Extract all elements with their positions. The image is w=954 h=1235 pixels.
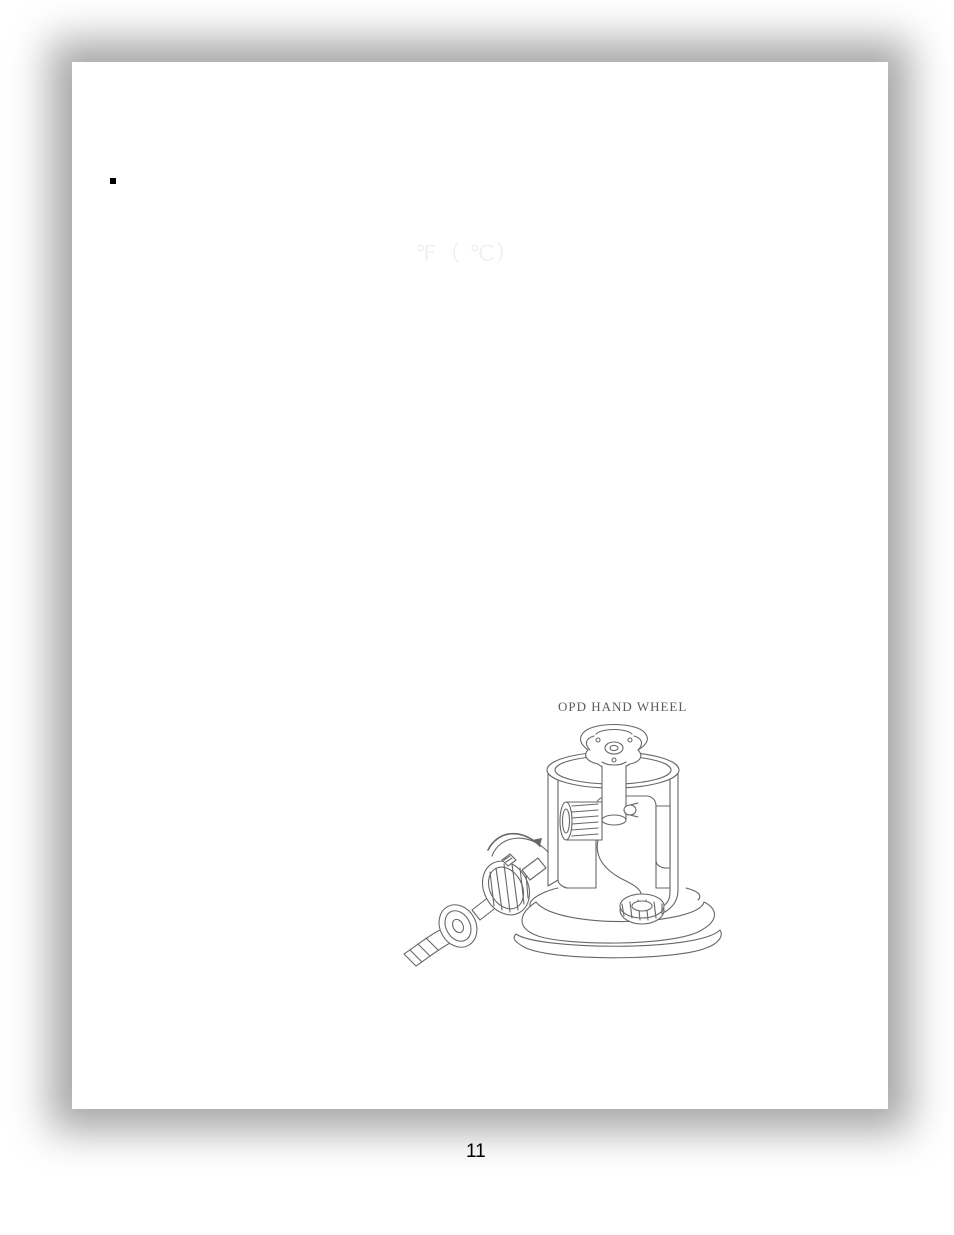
units-text: ℉（ ℃） <box>415 236 520 268</box>
page: ℉（ ℃） <box>0 0 954 1235</box>
page-number: 11 <box>466 1141 486 1163</box>
opd-valve-diagram <box>398 710 728 985</box>
opd-valve-svg <box>398 710 728 985</box>
bullet-marker <box>110 178 116 184</box>
diagram-label: OPD HAND WHEEL <box>558 699 687 715</box>
